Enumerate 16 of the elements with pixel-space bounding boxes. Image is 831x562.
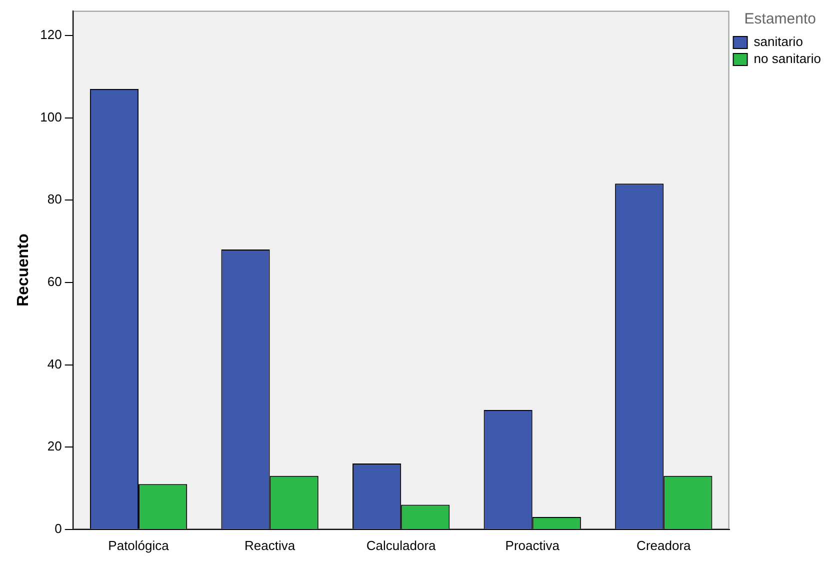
y-axis-title: Recuento (15, 233, 32, 307)
x-tick-label: Patológica (108, 538, 170, 553)
y-tick-label: 100 (40, 109, 62, 124)
y-tick-label: 60 (47, 274, 62, 290)
y-tick-label: 0 (54, 520, 62, 536)
y-tick-label: 120 (40, 27, 62, 42)
y-tick-label: 20 (47, 438, 62, 454)
legend-label: sanitario (754, 34, 803, 50)
y-tick-label: 40 (47, 356, 62, 372)
y-tick-label: 80 (47, 192, 62, 207)
x-tick-label: Creadora (636, 538, 692, 553)
x-tick-label: Calculadora (366, 538, 437, 553)
x-tick-label: Reactiva (244, 538, 296, 553)
legend-title: Estamento (744, 10, 816, 28)
x-tick-label: Proactiva (505, 538, 560, 553)
legend-label: no sanitario (754, 51, 822, 66)
